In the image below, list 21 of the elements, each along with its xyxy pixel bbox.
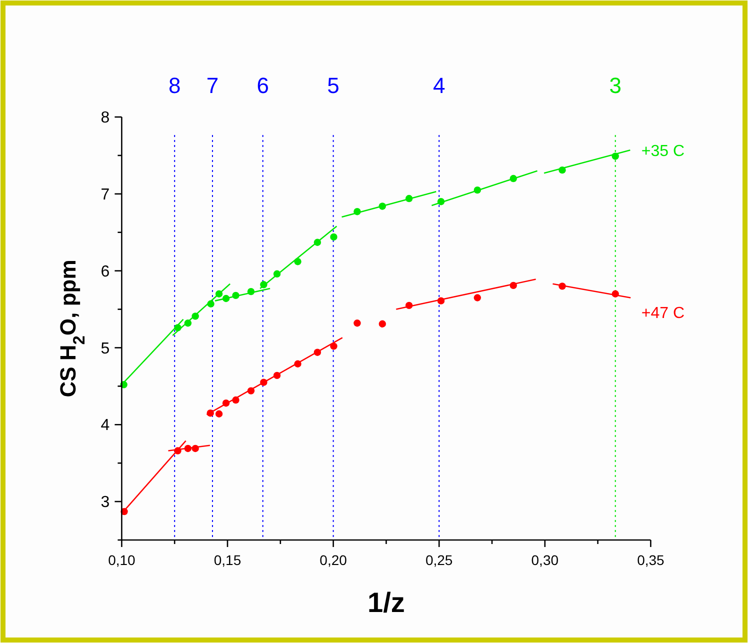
y-tick-label: 6 <box>100 263 110 280</box>
text: 4 <box>432 73 446 98</box>
x-axis-title: 1/z <box>368 587 405 618</box>
y-tick-label: 8 <box>100 110 110 127</box>
y-tick-label: 7 <box>100 186 110 204</box>
text: 8 <box>168 73 181 98</box>
text: 7 <box>206 73 219 98</box>
series-label: +35 C <box>641 143 685 160</box>
x-tick-label: 0,10 <box>108 552 136 568</box>
y-tick-label: 5 <box>100 340 110 358</box>
text: 5 <box>327 73 340 98</box>
x-tick-label: 0,35 <box>637 552 665 568</box>
y-tick-label: 3 <box>100 494 110 512</box>
x-tick-label: 0,20 <box>320 552 348 568</box>
text: 6 <box>256 73 269 98</box>
x-tick-label: 0,15 <box>214 552 242 568</box>
text: 3 <box>609 73 622 98</box>
series-label: +47 C <box>641 304 685 322</box>
y-tick-label: 4 <box>100 417 110 434</box>
x-tick-label: 0,30 <box>531 552 559 568</box>
x-tick-label: 0,25 <box>425 552 453 568</box>
